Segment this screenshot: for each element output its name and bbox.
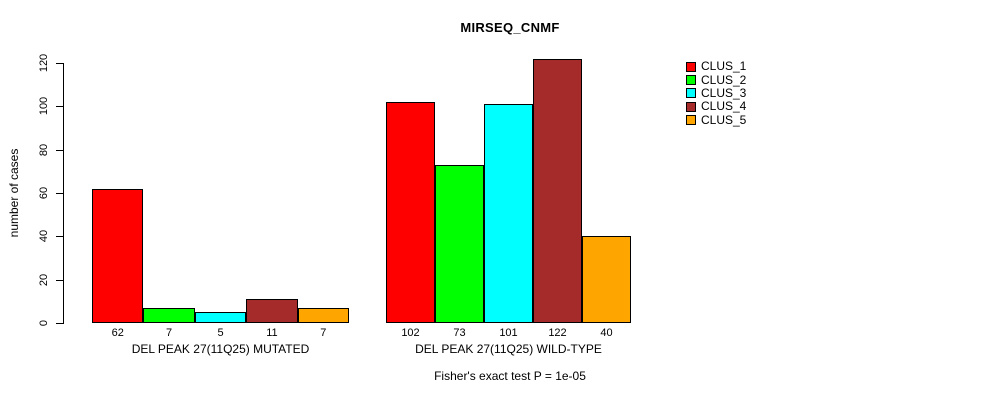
category-label: DEL PEAK 27(11Q25) WILD-TYPE — [415, 342, 602, 356]
legend: CLUS_1 CLUS_2 CLUS_3 CLUS_4 CLUS_5 — [686, 60, 746, 127]
legend-label: CLUS_2 — [701, 72, 747, 87]
bar-clus_3 — [484, 104, 533, 323]
bar-value-label: 7 — [320, 327, 327, 339]
legend-item-clus_2: CLUS_2 — [686, 73, 746, 86]
chart-title: MIRSEQ_CNMF — [460, 20, 560, 35]
legend-item-clus_1: CLUS_1 — [686, 60, 746, 73]
bar-clus_5 — [297, 307, 350, 323]
legend-swatch-icon — [686, 75, 696, 86]
bar-clus_2 — [143, 307, 195, 323]
y-tick-mark — [56, 193, 64, 194]
y-tick-label: 80 — [38, 143, 50, 156]
legend-item-clus_4: CLUS_4 — [686, 100, 746, 113]
bar-clus_4 — [533, 58, 582, 323]
bars-row — [92, 63, 350, 323]
y-tick-mark — [56, 279, 64, 281]
bar-value-label: 40 — [600, 327, 613, 339]
y-tick-mark — [56, 236, 64, 238]
y-tick-mark — [56, 323, 64, 324]
bar-group: 102 73 101 122 40 DEL PEAK 27(11Q25) WILD-TYP… — [386, 58, 631, 356]
legend-label: CLUS_3 — [701, 85, 747, 100]
bar-group: 62 7 5 11 7 DEL PEAK 27(11Q25) MUTATED — [92, 63, 350, 356]
footnote: Fisher's exact test P = 1e-05 — [434, 369, 586, 383]
bar-value-label: 62 — [111, 327, 124, 339]
bar-value-label: 11 — [266, 327, 278, 339]
y-axis-label: number of cases — [7, 148, 21, 238]
legend-swatch-icon — [686, 61, 696, 72]
y-tick-label: 120 — [38, 53, 50, 73]
y-tick-label: 100 — [38, 97, 50, 116]
legend-item-clus_5: CLUS_5 — [686, 112, 747, 127]
bar-value-label: 102 — [401, 327, 420, 339]
values-row: 102 73 101 122 40 — [386, 327, 631, 339]
bar-value-label: 5 — [217, 327, 224, 339]
legend-label: CLUS_1 — [701, 59, 747, 74]
bars-row — [386, 58, 631, 323]
y-tick-mark — [56, 149, 64, 151]
legend-swatch-icon — [686, 88, 696, 99]
values-row: 62 7 5 11 7 — [92, 327, 349, 339]
category-label: DEL PEAK 27(11Q25) MUTATED — [131, 342, 310, 356]
y-tick-mark — [56, 106, 64, 108]
bar-value-label: 122 — [548, 327, 567, 339]
bar-clus_2 — [435, 164, 484, 323]
legend-swatch-icon — [686, 115, 696, 126]
legend-label: CLUS_5 — [701, 112, 747, 127]
bar-clus_1 — [386, 102, 435, 323]
y-tick-mark — [56, 63, 64, 64]
y-tick-label: 40 — [38, 230, 50, 243]
bar-value-label: 101 — [499, 327, 518, 339]
bar-clus_1 — [92, 188, 144, 323]
y-tick-label: 0 — [38, 319, 50, 327]
y-tick-label: 20 — [38, 273, 50, 286]
bar-clus_4 — [246, 299, 298, 323]
y-tick-label: 60 — [38, 186, 50, 200]
bar-clus_3 — [194, 312, 247, 323]
legend-swatch-icon — [686, 101, 696, 112]
bar-value-label: 7 — [166, 327, 173, 339]
bar-value-label: 73 — [453, 327, 466, 339]
bar-clus_5 — [582, 236, 631, 323]
legend-item-clus_3: CLUS_3 — [686, 85, 747, 100]
legend-label: CLUS_4 — [701, 99, 747, 114]
